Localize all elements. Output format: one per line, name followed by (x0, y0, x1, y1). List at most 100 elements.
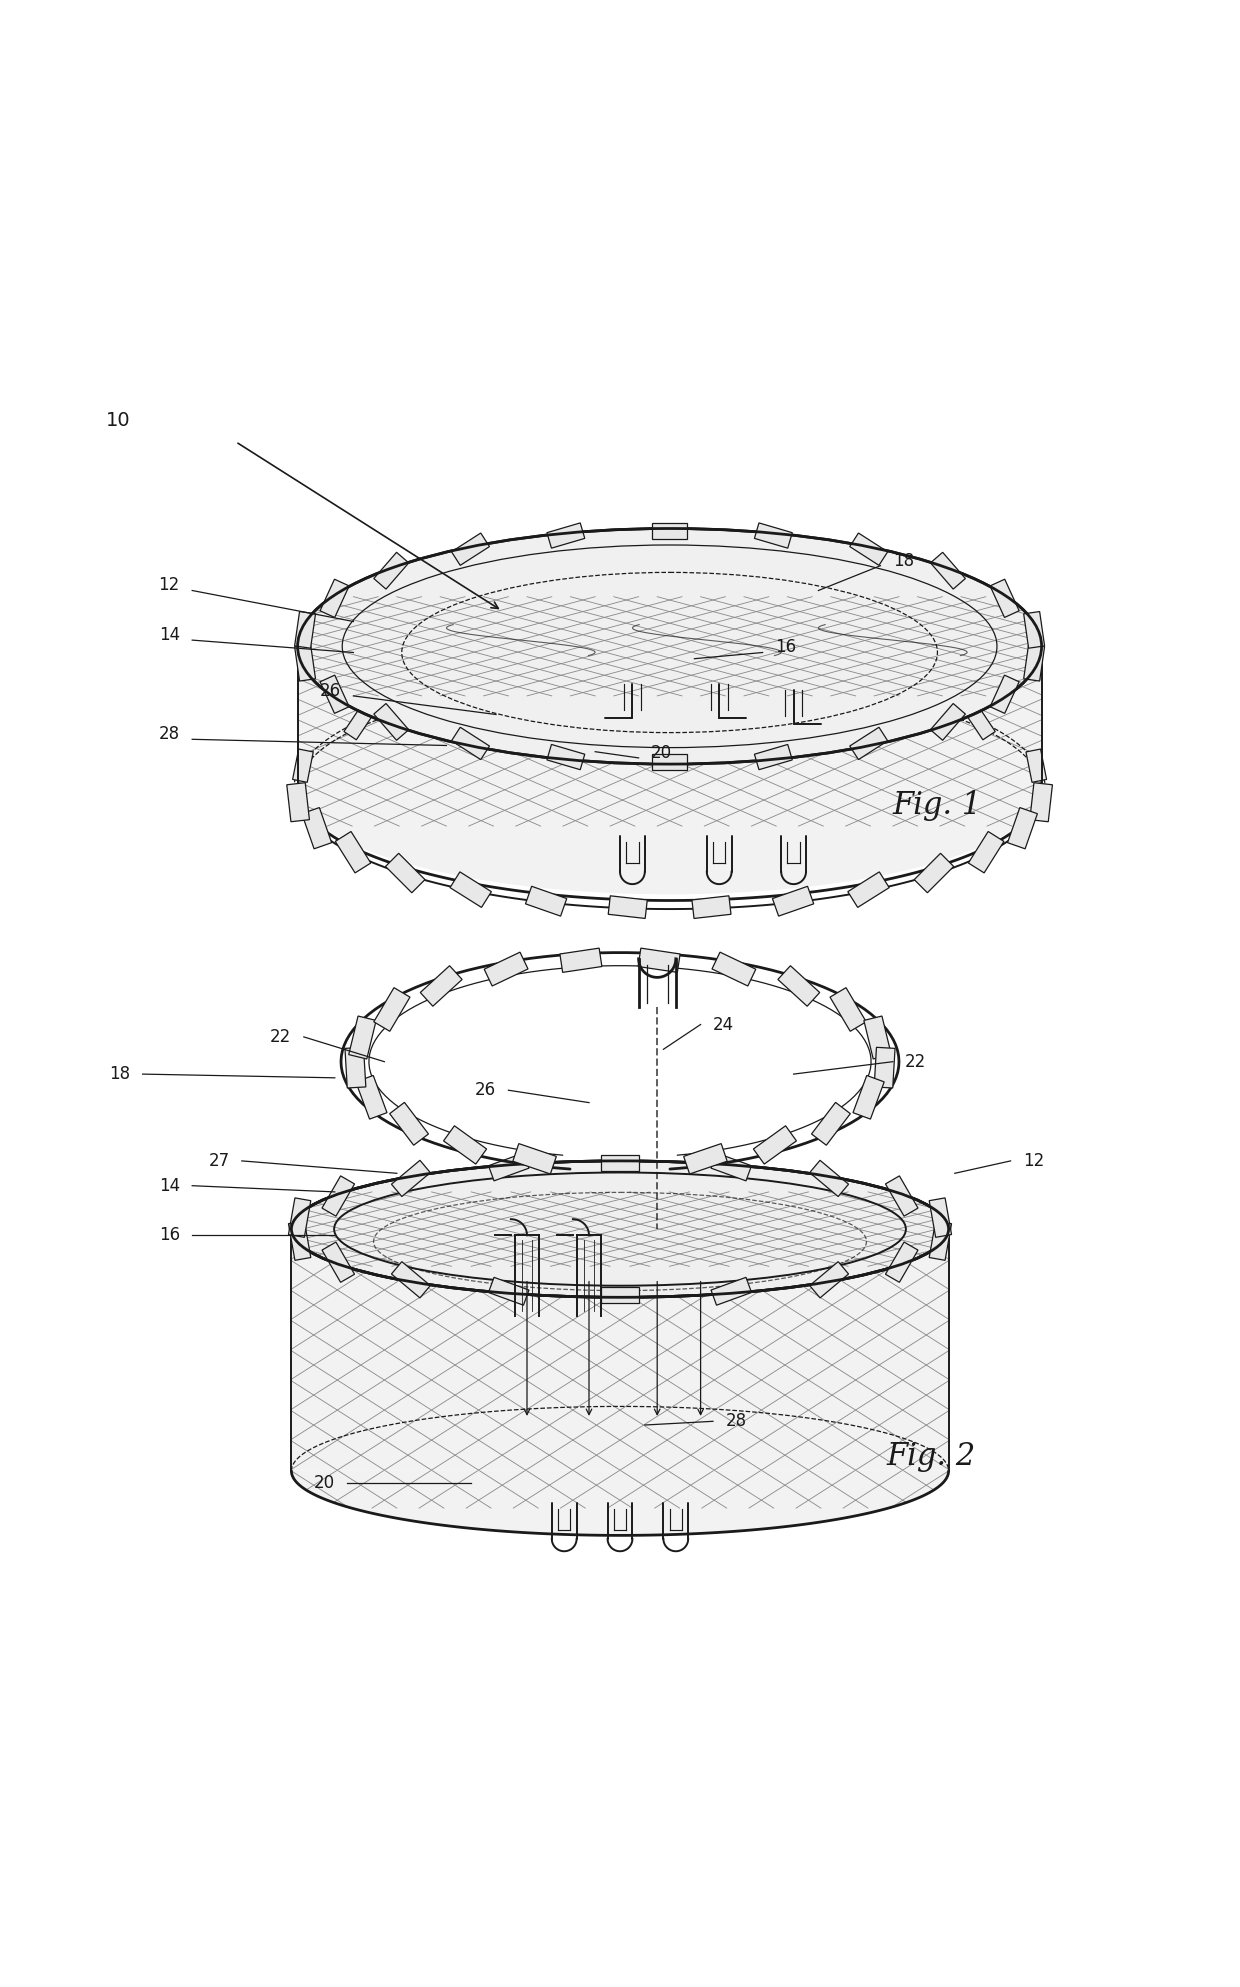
Polygon shape (929, 1220, 951, 1260)
Text: Fig. 1: Fig. 1 (893, 789, 982, 821)
Polygon shape (1029, 783, 1053, 823)
Polygon shape (420, 966, 463, 1005)
Polygon shape (560, 948, 601, 972)
Polygon shape (298, 646, 1042, 894)
Text: 12: 12 (159, 576, 180, 594)
Polygon shape (773, 886, 813, 916)
Text: 22: 22 (905, 1053, 926, 1071)
Polygon shape (489, 1278, 529, 1305)
Text: 16: 16 (775, 638, 796, 656)
Polygon shape (1024, 644, 1044, 682)
Text: 18: 18 (109, 1065, 130, 1083)
Polygon shape (683, 1145, 727, 1174)
Polygon shape (990, 578, 1019, 618)
Polygon shape (885, 1242, 918, 1282)
Polygon shape (293, 749, 314, 783)
Polygon shape (320, 676, 350, 713)
Polygon shape (322, 1176, 355, 1216)
Polygon shape (930, 703, 966, 741)
Polygon shape (489, 1152, 529, 1180)
Text: 27: 27 (208, 1152, 229, 1170)
Polygon shape (373, 552, 409, 588)
Polygon shape (335, 831, 371, 872)
Polygon shape (652, 753, 687, 769)
Polygon shape (295, 644, 315, 682)
Polygon shape (547, 745, 585, 769)
Text: 28: 28 (725, 1413, 746, 1431)
Text: Fig. 2: Fig. 2 (887, 1441, 976, 1472)
Polygon shape (389, 1103, 429, 1145)
Polygon shape (811, 1103, 851, 1145)
Text: 14: 14 (159, 626, 180, 644)
Polygon shape (968, 831, 1004, 872)
Polygon shape (1008, 807, 1038, 848)
Polygon shape (373, 703, 409, 741)
Polygon shape (386, 852, 425, 892)
Ellipse shape (298, 529, 1042, 765)
Polygon shape (291, 1230, 949, 1536)
Polygon shape (444, 1127, 486, 1164)
Polygon shape (914, 852, 954, 892)
Polygon shape (754, 1127, 796, 1164)
Polygon shape (810, 1160, 848, 1196)
Polygon shape (864, 1015, 892, 1059)
Polygon shape (322, 1242, 355, 1282)
Polygon shape (754, 523, 792, 548)
Polygon shape (289, 1198, 311, 1238)
Text: 14: 14 (159, 1176, 180, 1194)
Polygon shape (295, 612, 315, 648)
Polygon shape (1025, 749, 1047, 783)
Polygon shape (777, 966, 820, 1005)
Polygon shape (966, 705, 996, 739)
Polygon shape (874, 1047, 895, 1089)
Polygon shape (445, 676, 479, 705)
Polygon shape (849, 533, 888, 566)
Polygon shape (1024, 612, 1044, 648)
Text: 28: 28 (159, 725, 180, 743)
Polygon shape (484, 952, 528, 986)
Polygon shape (885, 1176, 918, 1216)
Polygon shape (830, 988, 867, 1031)
Polygon shape (348, 1015, 376, 1059)
Text: 18: 18 (893, 552, 914, 570)
Polygon shape (526, 886, 567, 916)
Polygon shape (373, 988, 410, 1031)
Polygon shape (301, 807, 331, 848)
Polygon shape (345, 1047, 366, 1089)
Polygon shape (853, 1075, 884, 1119)
Polygon shape (639, 948, 680, 972)
Polygon shape (580, 662, 614, 682)
Polygon shape (356, 1075, 387, 1119)
Polygon shape (286, 783, 310, 823)
Polygon shape (652, 523, 687, 538)
Polygon shape (849, 727, 888, 759)
Text: 24: 24 (713, 1015, 734, 1033)
Text: 12: 12 (1023, 1152, 1044, 1170)
Polygon shape (547, 523, 585, 548)
Polygon shape (711, 1278, 751, 1305)
Text: 22: 22 (270, 1027, 291, 1045)
Polygon shape (601, 1154, 639, 1170)
Polygon shape (451, 727, 490, 759)
Polygon shape (810, 1262, 848, 1298)
Polygon shape (320, 578, 350, 618)
Polygon shape (513, 1145, 557, 1174)
Polygon shape (848, 872, 889, 908)
Polygon shape (929, 1198, 951, 1238)
Text: 20: 20 (314, 1474, 335, 1492)
Text: 26: 26 (475, 1081, 496, 1099)
Polygon shape (692, 896, 732, 918)
Polygon shape (392, 1262, 430, 1298)
Text: 20: 20 (651, 743, 672, 761)
Polygon shape (601, 1288, 639, 1303)
Polygon shape (711, 1152, 751, 1180)
Polygon shape (608, 896, 647, 918)
Polygon shape (451, 533, 490, 566)
Polygon shape (990, 676, 1019, 713)
Text: 26: 26 (320, 682, 341, 699)
Polygon shape (450, 872, 491, 908)
Polygon shape (754, 745, 792, 769)
Polygon shape (725, 662, 759, 682)
Polygon shape (712, 952, 756, 986)
Ellipse shape (291, 1160, 949, 1298)
